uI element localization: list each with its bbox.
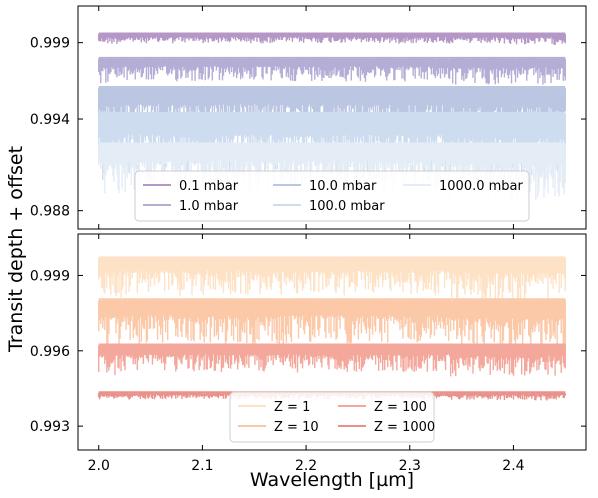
legend-label: 0.1 mbar [179,179,239,194]
axes-frame [77,233,587,451]
x-tick-label: 2.3 [399,458,421,474]
series-2-spectrum [98,57,566,85]
top-panel: 0.988 0.994 0.999 0.1 mbar 1.0 mbar 10.0 mbar… [30,5,587,230]
series-1-spectrum [98,257,566,301]
x-tick-label: 2.2 [295,458,317,474]
y-tick-label: 0.999 [30,268,70,284]
series-2-spectrum [98,299,566,352]
x-axis-label: Wavelength [µm] [250,469,414,491]
plot-area [98,256,566,401]
legend-label: Z = 10 [274,420,319,435]
series-3-spectrum [98,86,566,143]
legend-label: 10.0 mbar [309,179,377,194]
legend-label: Z = 1000 [374,420,435,435]
legend-box [229,391,435,443]
legend-label: Z = 100 [374,400,427,415]
x-tick-label: 2.4 [502,458,524,474]
y-tick-label: 0.993 [30,419,70,435]
y-tick-label: 0.999 [30,36,70,52]
series-1-spectrum [98,33,566,45]
legend-label: 1.0 mbar [179,199,239,214]
axes-frame [77,5,587,230]
y-axis-label: Transit depth + offset [5,146,27,353]
legend: 0.1 mbar 1.0 mbar 10.0 mbar 100.0 mbar 1000.… [134,170,530,222]
legend-label: Z = 1 [274,400,310,415]
x-tick-label: 2.1 [191,458,213,474]
y-tick-label: 0.994 [30,112,70,128]
y-tick-label: 0.988 [30,204,70,220]
legend-box [134,170,530,222]
legend-label: 1000.0 mbar [439,179,524,194]
series-5-spectrum [98,143,566,201]
y-tick-label: 0.996 [30,344,70,360]
legend: Z = 1 Z = 10 Z = 100 Z = 1000 [229,391,435,443]
legend-label: 100.0 mbar [309,199,385,214]
plot-area [98,32,566,201]
x-tick-label: 2.0 [88,458,110,474]
series-3-spectrum [98,344,566,377]
